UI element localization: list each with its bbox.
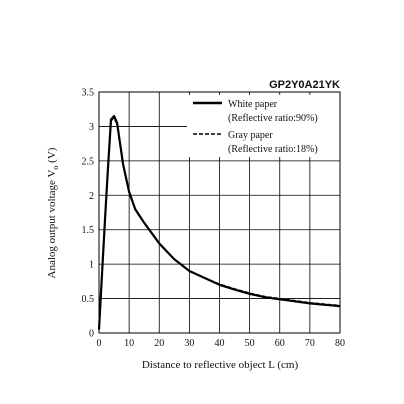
x-tick-label: 30 — [184, 338, 194, 349]
y-tick-labels: 0 0.5 1 1.5 2 2.5 3 3.5 — [82, 88, 95, 340]
x-tick-label: 40 — [215, 338, 225, 349]
y-tick-label: 2 — [89, 191, 94, 202]
x-tick-label: 60 — [275, 338, 285, 349]
series-lines — [97, 114, 341, 330]
y-axis-label-subscript: o — [51, 166, 60, 170]
legend-series-2-name: Gray paper — [228, 130, 273, 141]
x-tick-labels: 0 10 20 30 40 50 60 70 80 — [97, 338, 346, 349]
y-tick-label: 3.5 — [82, 88, 95, 99]
y-tick-label: 1 — [89, 260, 94, 271]
x-tick-label: 80 — [335, 338, 345, 349]
legend-series-1-name: White paper — [228, 99, 278, 110]
y-tick-label: 2.5 — [82, 156, 95, 167]
legend: White paper (Reflective ratio:90%) Gray … — [187, 95, 340, 157]
x-tick-label: 70 — [305, 338, 315, 349]
y-axis-label-main: Analog output voltage V — [46, 170, 58, 279]
y-tick-label: 0 — [89, 329, 94, 340]
y-tick-label: 1.5 — [82, 225, 95, 236]
x-tick-label: 0 — [97, 338, 102, 349]
y-tick-label: 0.5 — [82, 294, 95, 305]
y-axis-label: Analog output voltage Vo (V) — [46, 147, 60, 278]
legend-series-1-detail: (Reflective ratio:90%) — [228, 113, 318, 124]
legend-background — [187, 95, 340, 157]
y-tick-label: 3 — [89, 122, 94, 133]
plot-frame — [98, 91, 341, 334]
x-tick-label: 20 — [154, 338, 164, 349]
y-axis-label-unit: (V) — [46, 147, 58, 165]
x-tick-label: 10 — [124, 338, 134, 349]
white-paper-series-line — [97, 114, 341, 330]
model-label: GP2Y0A21YK — [269, 79, 340, 91]
x-tick-label: 50 — [245, 338, 255, 349]
x-axis-label: Distance to reflective object L (cm) — [142, 359, 299, 371]
legend-series-2-detail: (Reflective ratio:18%) — [228, 144, 318, 155]
